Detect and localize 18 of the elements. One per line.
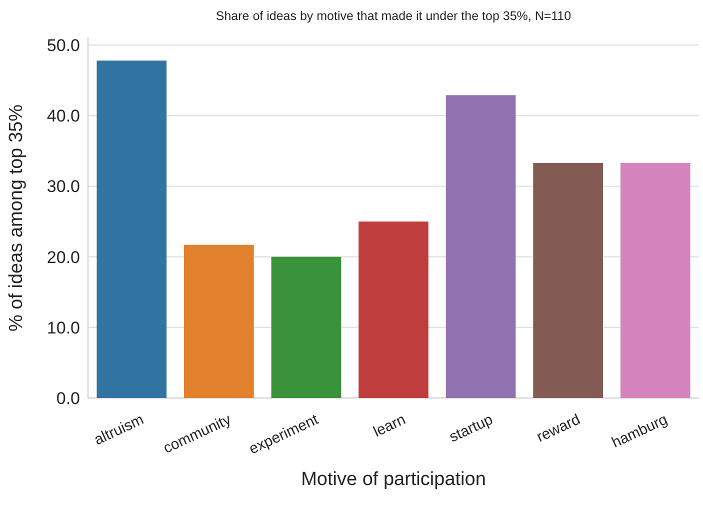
x-axis-title: Motive of participation — [301, 469, 486, 490]
y-tick-label: 20.0 — [46, 248, 80, 267]
bar — [358, 222, 428, 398]
y-tick-label: 40.0 — [46, 106, 80, 126]
y-axis-title: % of ideas among top 35% — [6, 104, 27, 332]
bar — [96, 60, 167, 398]
x-tick-label: startup — [446, 411, 496, 446]
bar — [620, 162, 690, 398]
bar — [533, 162, 603, 398]
chart-title: Share of ideas by motive that made it under the top 35%, N=110 — [216, 9, 572, 23]
y-tick-label: 50.0 — [46, 36, 80, 56]
x-tick-label: learn — [370, 411, 408, 441]
bar — [184, 244, 254, 398]
y-tick-label: 0.0 — [56, 388, 80, 408]
y-tick-label: 30.0 — [46, 177, 80, 196]
bar — [271, 256, 342, 398]
y-tick-label: 10.0 — [46, 318, 80, 338]
bar — [446, 95, 516, 398]
